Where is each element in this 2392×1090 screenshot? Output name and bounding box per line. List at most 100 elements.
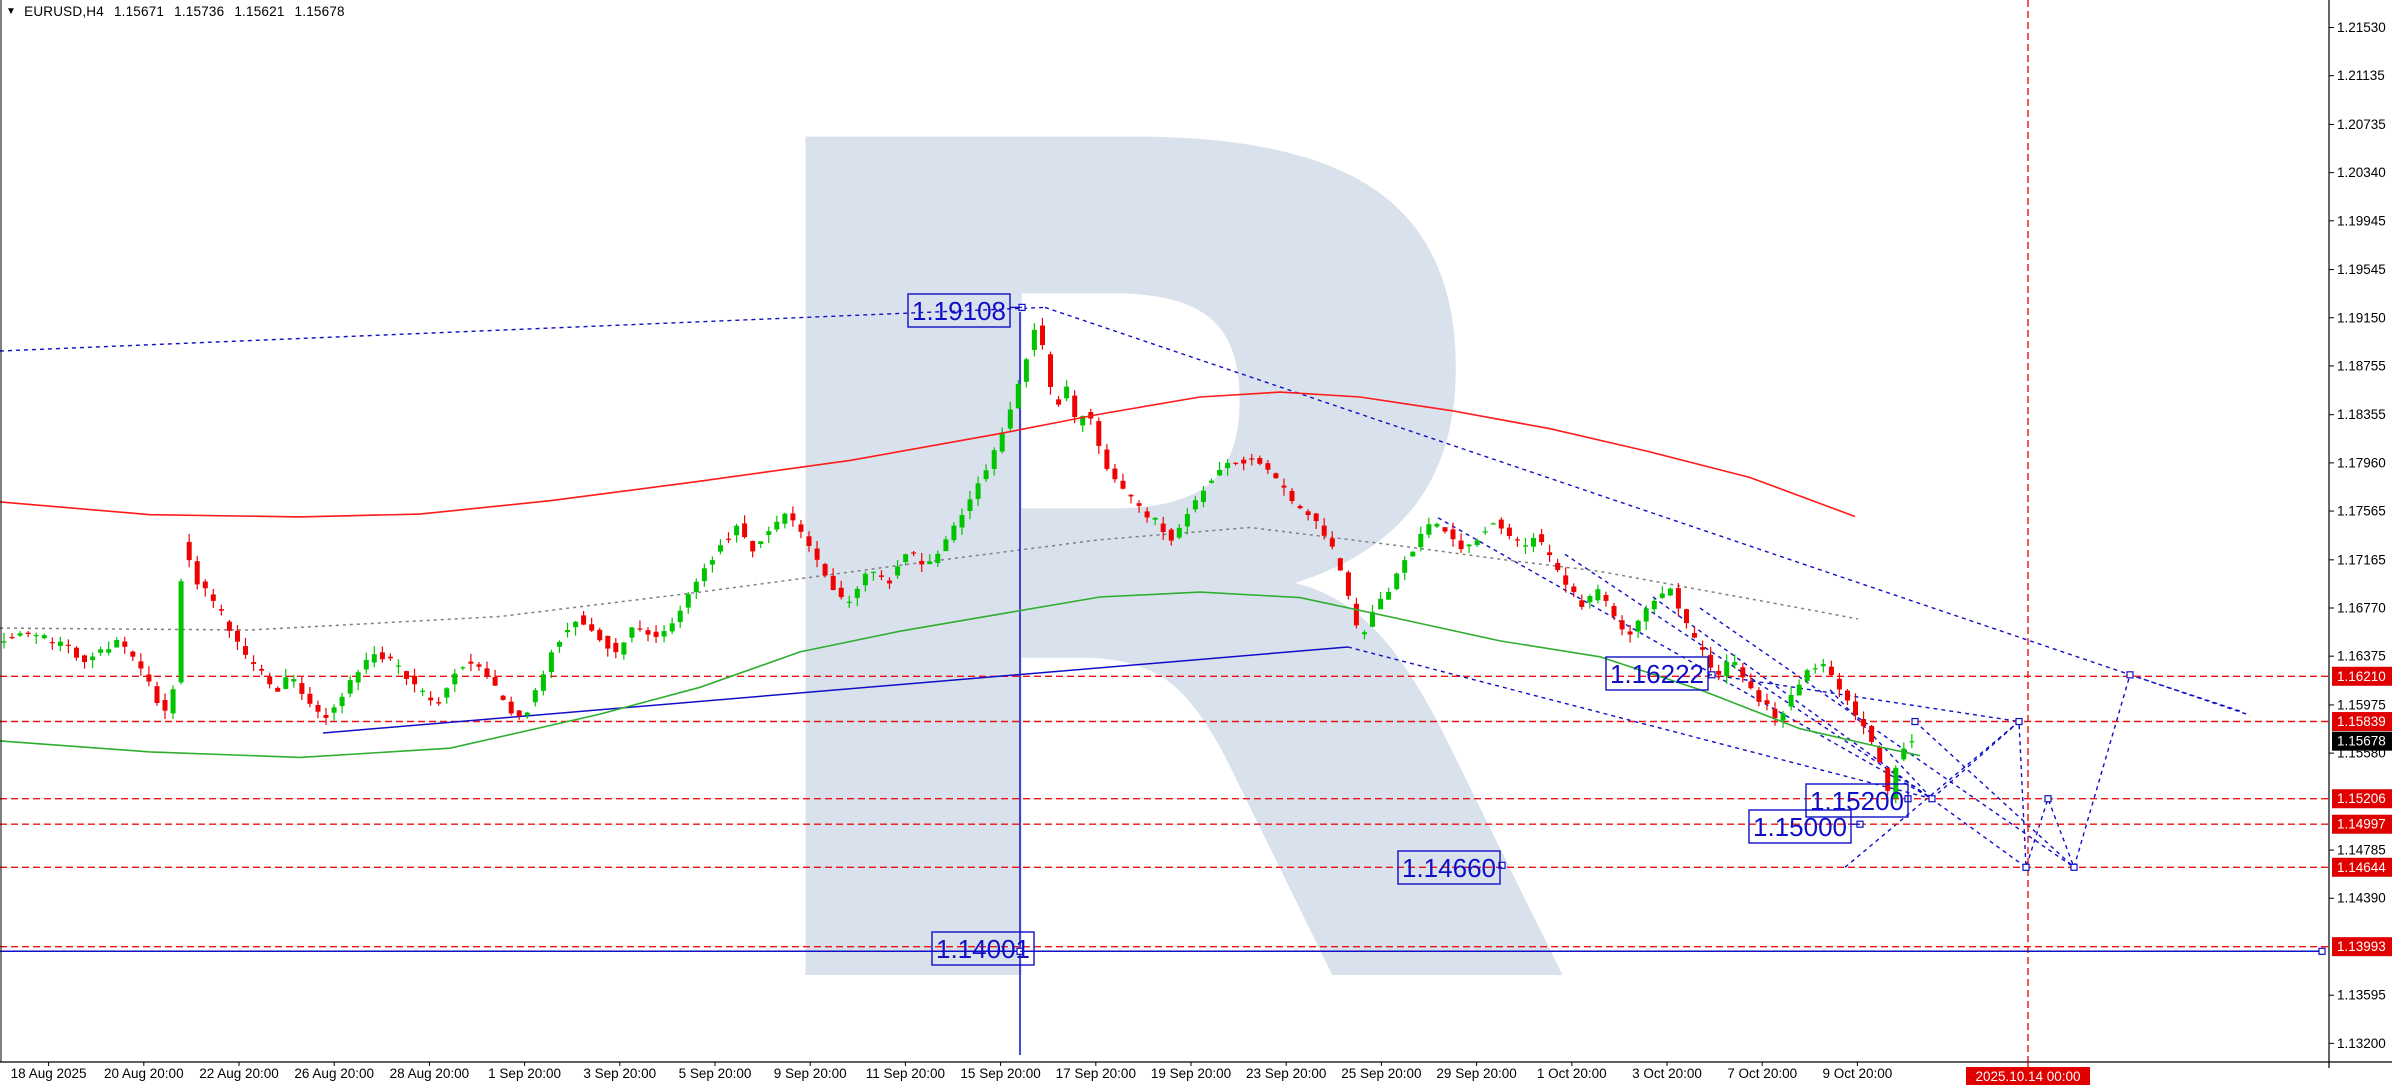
annotation-box[interactable] xyxy=(931,931,1035,966)
candle-body xyxy=(524,712,530,716)
object-anchor-handle[interactable] xyxy=(2015,717,2023,726)
price-annotation[interactable]: 1.15200 xyxy=(1805,783,1909,818)
candle-body xyxy=(1820,664,1826,667)
annotation-price-text: 1.15000 xyxy=(1753,812,1847,842)
candle-body xyxy=(1498,519,1504,529)
annotation-box[interactable] xyxy=(1805,783,1909,818)
object-anchor-handle[interactable] xyxy=(1911,717,1919,726)
dashed-trendline[interactable] xyxy=(1914,720,2075,868)
price-annotation[interactable]: 1.16222 xyxy=(1605,656,1712,691)
candle-body xyxy=(774,521,780,530)
time-axis-label: 3 Sep 20:00 xyxy=(583,1066,656,1081)
candle-body xyxy=(178,581,184,683)
candle-body xyxy=(983,470,989,480)
candle-body xyxy=(1579,600,1585,607)
candle-body xyxy=(1877,747,1883,763)
annotation-box[interactable] xyxy=(1605,656,1709,691)
level-price-badge-text: 1.15206 xyxy=(2337,791,2386,806)
price-annotation[interactable]: 1.14660 xyxy=(1397,850,1502,885)
candle-body xyxy=(1257,458,1263,464)
candle-body xyxy=(846,601,852,603)
price-axis-label: 1.15975 xyxy=(2337,697,2386,712)
dashed-trendline[interactable] xyxy=(1699,607,2075,868)
candle-body xyxy=(1684,609,1689,624)
candle-body xyxy=(1434,523,1440,527)
candle-body xyxy=(98,649,104,653)
object-anchor-handle[interactable] xyxy=(2022,863,2030,871)
time-axis-label: 5 Sep 20:00 xyxy=(679,1066,752,1081)
candle-body xyxy=(194,561,200,585)
ohlc-open: 1.15671 xyxy=(113,4,165,19)
candle-body xyxy=(806,536,812,546)
symbol-dropdown-icon[interactable]: ▼ xyxy=(6,6,17,17)
object-anchor-handle[interactable] xyxy=(2044,795,2052,803)
candle-body xyxy=(1168,529,1174,541)
solid-trendline[interactable] xyxy=(322,646,1349,734)
candle-body xyxy=(508,701,514,714)
dashed-trendline[interactable] xyxy=(1711,674,2020,723)
level-price-badge xyxy=(2332,857,2392,877)
object-anchor-handle[interactable] xyxy=(2070,863,2078,871)
object-anchor-handle[interactable] xyxy=(2318,947,2326,955)
annotation-box[interactable] xyxy=(907,293,1011,328)
future-time-badge xyxy=(1966,1067,2090,1085)
gray-dotted-ma-line[interactable] xyxy=(0,526,1859,631)
dashed-trendline[interactable] xyxy=(1564,553,1933,800)
object-anchor-handle[interactable] xyxy=(1928,795,1936,803)
candle-body xyxy=(1514,539,1520,541)
candle-body xyxy=(1,641,7,643)
dashed-trendline[interactable] xyxy=(0,306,1046,352)
candle-body xyxy=(1659,593,1665,598)
annotation-box[interactable] xyxy=(1397,850,1501,885)
candle-body xyxy=(1547,552,1553,556)
price-annotation[interactable]: 1.19108 xyxy=(907,293,1022,328)
candle-body xyxy=(1539,534,1545,543)
candle-body xyxy=(959,515,965,528)
candle-body xyxy=(1233,462,1239,464)
candle-body xyxy=(581,615,587,625)
candle-body xyxy=(1080,416,1086,426)
candle-body xyxy=(1804,670,1810,681)
candle-body xyxy=(1048,354,1053,387)
candle-body xyxy=(1040,325,1045,346)
dashed-trendline[interactable] xyxy=(1931,673,2244,870)
candle-body xyxy=(138,661,144,669)
price-annotation[interactable]: 1.15000 xyxy=(1748,809,1860,844)
candle-body xyxy=(1716,671,1722,675)
candle-body xyxy=(170,689,176,714)
price-axis-label: 1.19150 xyxy=(2337,310,2386,325)
time-axis-label: 11 Sep 20:00 xyxy=(866,1066,945,1081)
dashed-trendline[interactable] xyxy=(1829,689,1933,800)
candle-body xyxy=(484,668,490,676)
dashed-trendline[interactable] xyxy=(1844,720,2020,868)
candle-body xyxy=(935,553,941,563)
candle-body xyxy=(734,525,740,536)
candle-body xyxy=(1627,631,1633,635)
candle-body xyxy=(597,629,603,641)
price-axis-label: 1.21530 xyxy=(2337,20,2386,35)
candle-body xyxy=(573,621,579,628)
candle-body xyxy=(106,649,112,653)
candle-body xyxy=(1329,538,1335,547)
candle-body xyxy=(1418,533,1424,548)
dashed-trendline[interactable] xyxy=(1437,517,1933,800)
ohlc-low: 1.15621 xyxy=(234,4,285,19)
object-anchor-handle[interactable] xyxy=(2126,671,2134,679)
candle-body xyxy=(605,635,611,649)
annotation-box[interactable] xyxy=(1748,809,1852,844)
object-anchor-handle[interactable] xyxy=(1498,861,1506,869)
price-annotation[interactable]: 1.14001 xyxy=(931,931,1035,966)
candle-body xyxy=(1144,511,1150,518)
candle-body xyxy=(154,686,160,703)
red-ma-line[interactable] xyxy=(0,391,1856,518)
candle-body xyxy=(645,630,651,635)
time-axis-label: 22 Aug 20:00 xyxy=(199,1066,279,1081)
candle-body xyxy=(1313,513,1319,522)
candle-body xyxy=(1474,540,1480,546)
symbol-timeframe-label: EURUSD,H4 xyxy=(24,4,104,19)
candle-body xyxy=(1160,523,1166,532)
candle-body xyxy=(685,594,691,608)
time-axis-label: 3 Oct 20:00 xyxy=(1632,1066,1702,1081)
candle-body xyxy=(57,641,63,646)
candle-body xyxy=(1378,598,1384,610)
